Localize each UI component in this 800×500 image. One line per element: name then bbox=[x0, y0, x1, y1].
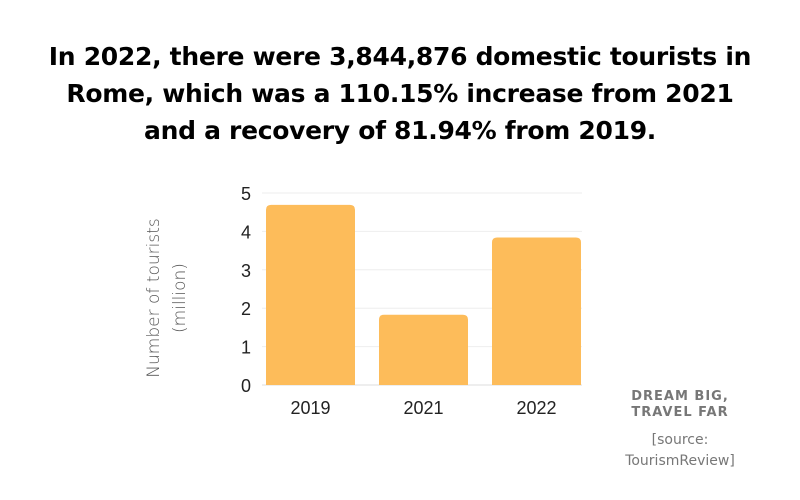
source-line1: [source: bbox=[651, 432, 709, 448]
y-axis-label-line2: (million) bbox=[170, 263, 190, 333]
x-tick-label: 2019 bbox=[290, 398, 330, 418]
source-note: [source: TourismReview] bbox=[610, 430, 750, 472]
chart-title: In 2022, there were 3,844,876 domestic t… bbox=[48, 42, 752, 145]
x-axis-ticks: 2019 2021 2022 bbox=[290, 398, 556, 418]
source-line2: TourismReview] bbox=[625, 453, 735, 469]
y-tick-label: 4 bbox=[241, 222, 251, 242]
bar-2021 bbox=[379, 314, 468, 385]
bar-2022 bbox=[492, 237, 581, 385]
bar-2019 bbox=[266, 204, 355, 385]
bars bbox=[266, 204, 581, 385]
brand-logo: DREAM BIG, TRAVEL FAR bbox=[620, 389, 740, 421]
brand-line1: DREAM BIG, bbox=[631, 389, 729, 404]
y-tick-label: 5 bbox=[241, 184, 251, 204]
y-tick-label: 3 bbox=[241, 261, 251, 281]
x-tick-label: 2021 bbox=[403, 398, 443, 418]
brand-line2: TRAVEL FAR bbox=[631, 405, 729, 420]
x-tick-label: 2022 bbox=[516, 398, 556, 418]
y-tick-label: 0 bbox=[241, 376, 251, 396]
y-tick-label: 2 bbox=[241, 299, 251, 319]
y-axis-ticks: 0 1 2 3 4 5 bbox=[241, 184, 251, 396]
y-tick-label: 1 bbox=[241, 338, 251, 358]
y-axis-label-line1: Number of tourists bbox=[144, 218, 164, 377]
